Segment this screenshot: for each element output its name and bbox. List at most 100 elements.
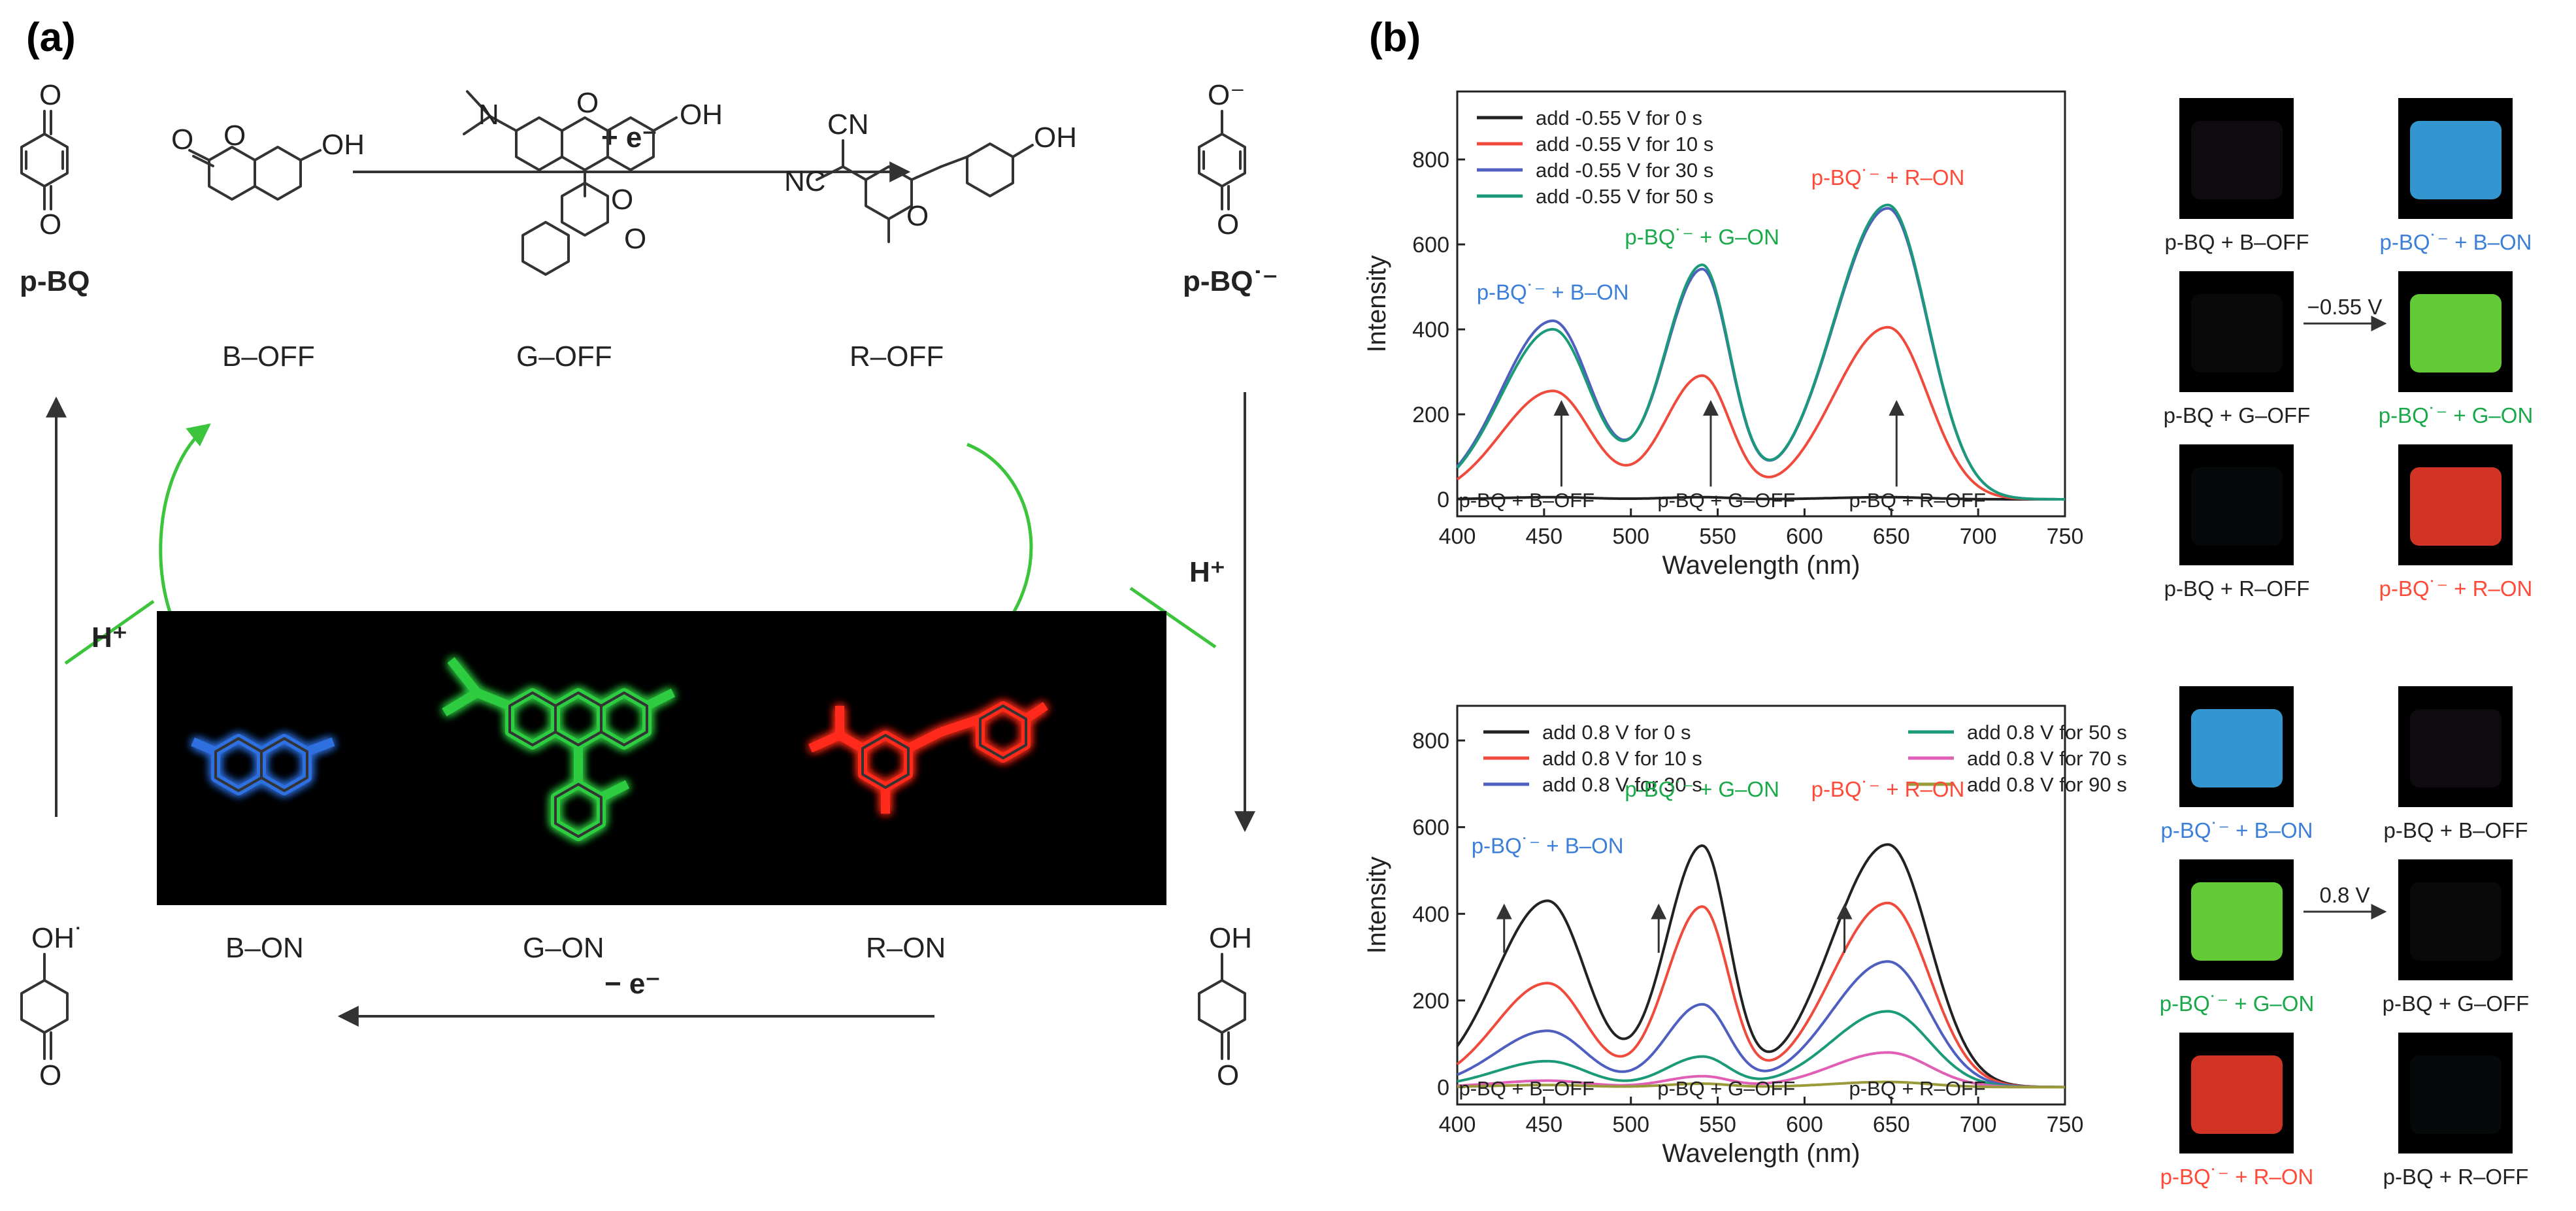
y-tick-label: 400 (1412, 902, 1449, 927)
photo-caption: p-BQ + B–OFF (2384, 818, 2528, 842)
g-on-label: G–ON (523, 932, 604, 964)
legend-label: add 0.8 V for 90 s (1967, 773, 2127, 796)
x-tick-label: 650 (1873, 1112, 1910, 1137)
y-tick-label: 200 (1412, 403, 1449, 427)
y-tick-label: 400 (1412, 318, 1449, 342)
x-tick-label: 700 (1960, 1112, 1997, 1137)
off-state-label: p-BQ + R–OFF (1849, 1077, 1985, 1100)
y-axis-title: Intensity (1362, 256, 1391, 353)
photo-caption: p-BQ˙⁻ + G–ON (2160, 991, 2315, 1016)
x-tick-label: 550 (1699, 524, 1736, 549)
off-state-label: p-BQ + G–OFF (1657, 489, 1795, 512)
peak-annotation: p-BQ˙⁻ + R–ON (1811, 777, 1965, 801)
series-line (1457, 1010, 2065, 1089)
atom-o: O (39, 79, 61, 111)
atom-o: O (576, 87, 599, 119)
photo-caption: p-BQ + G–OFF (2383, 991, 2530, 1016)
x-tick-label: 750 (2047, 524, 2084, 549)
cuvette-sample (2410, 709, 2502, 788)
atom-o: O (171, 124, 193, 156)
legend-label: add -0.55 V for 0 s (1536, 107, 1702, 129)
x-axis-title: Wavelength (nm) (1662, 551, 1860, 580)
peak-annotation: p-BQ˙⁻ + G–ON (1625, 225, 1779, 249)
peak-annotation: p-BQ˙⁻ + B–ON (1477, 280, 1629, 305)
cuvette-sample (2191, 294, 2283, 373)
voltage-label: −0.55 V (2307, 295, 2383, 319)
off-state-label: p-BQ + G–OFF (1657, 1077, 1795, 1100)
peak-annotation: p-BQ˙⁻ + B–ON (1472, 833, 1624, 857)
g-off-label: G–OFF (516, 340, 612, 373)
photo-caption: p-BQ˙⁻ + B–ON (2161, 818, 2313, 842)
atom-o-minus: O⁻ (1208, 79, 1245, 111)
hq-radical-structure: OH˙ O (20, 922, 84, 1091)
cuvette-sample (2191, 882, 2283, 961)
y-tick-label: 800 (1412, 148, 1449, 173)
r-off-structure: CN NC O OH (784, 108, 1077, 243)
x-tick-label: 500 (1612, 524, 1649, 549)
photo-caption: p-BQ˙⁻ + R–ON (2379, 576, 2533, 601)
atom-oh: OH (1209, 922, 1252, 954)
h-plus-arrow-right (1129, 586, 1217, 649)
cuvette-sample (2191, 709, 2283, 788)
green-arrow-right (966, 442, 1033, 642)
y-tick-label: 0 (1437, 488, 1449, 512)
atom-o: O (611, 184, 633, 216)
cuvette-sample (2410, 1055, 2502, 1134)
photo-frame (2179, 98, 2294, 219)
h-plus-right: H⁺ (1189, 556, 1225, 588)
b-on-label: B–ON (225, 932, 304, 964)
photo-frame (2398, 686, 2513, 807)
atom-o: O (39, 1059, 61, 1091)
pbq-radical-structure: O⁻ O (1198, 79, 1246, 241)
x-tick-label: 700 (1960, 524, 1997, 549)
series-line (1456, 203, 2065, 501)
voltage-label: 0.8 V (2319, 883, 2370, 907)
cuvette-sample (2410, 882, 2502, 961)
panel-a-label: (a) (26, 15, 76, 60)
peak-annotation: p-BQ˙⁻ + R–ON (1811, 165, 1965, 190)
atom-oh-radical: OH˙ (31, 922, 84, 954)
x-tick-label: 450 (1525, 524, 1562, 549)
r-off-label: R–OFF (850, 340, 944, 373)
peak-annotation: p-BQ˙⁻ + G–ON (1625, 777, 1779, 801)
y-tick-label: 600 (1412, 233, 1449, 257)
x-tick-label: 650 (1873, 524, 1910, 549)
x-tick-label: 450 (1525, 1112, 1562, 1137)
spectrum-chart-bottom: 400 450 500 550 600 650 700 750 0 200 400 600 800 Wav… (1362, 705, 2127, 1168)
legend-label: add 0.8 V for 30 s (1542, 773, 1702, 796)
legend-label: add -0.55 V for 30 s (1536, 159, 1713, 182)
r-on-label: R–ON (866, 932, 946, 964)
r-on-skeleton (861, 705, 1027, 789)
b-off-label: B–OFF (222, 340, 315, 373)
pbq-structure-top: O O (20, 79, 69, 241)
g-off-structure: N O OH O O (463, 87, 723, 276)
x-tick-label: 400 (1439, 524, 1476, 549)
photo-frame (2398, 1033, 2513, 1153)
y-tick-label: 600 (1412, 816, 1449, 840)
atom-o: O (1217, 208, 1239, 241)
atom-o: O (1217, 1059, 1239, 1091)
plot-frame (1456, 705, 2066, 1106)
photo-caption: p-BQ + R–OFF (2383, 1165, 2529, 1189)
photo-caption: p-BQ˙⁻ + R–ON (2160, 1165, 2314, 1189)
h-plus-left: H⁺ (91, 622, 127, 654)
photo-caption: p-BQ˙⁻ + B–ON (2380, 230, 2532, 254)
legend-label: add -0.55 V for 50 s (1536, 185, 1713, 208)
series-line (1456, 901, 2065, 1089)
legend-label: add 0.8 V for 70 s (1967, 747, 2127, 770)
cuvette-sample (2191, 1055, 2283, 1134)
atom-o: O (906, 200, 929, 232)
legend-label: add 0.8 V for 0 s (1542, 721, 1691, 744)
legend-label: add -0.55 V for 10 s (1536, 133, 1713, 156)
series-line (1457, 960, 2065, 1089)
plot-frame (1456, 90, 2066, 518)
atom-n: N (478, 99, 499, 131)
cuvette-sample (2410, 121, 2502, 199)
x-tick-label: 550 (1699, 1112, 1736, 1137)
y-tick-label: 200 (1412, 989, 1449, 1014)
x-tick-label: 400 (1439, 1112, 1476, 1137)
series-line (1457, 1080, 2065, 1089)
off-state-label: p-BQ + R–OFF (1849, 489, 1985, 512)
photo-caption: p-BQ + B–OFF (2165, 230, 2309, 254)
